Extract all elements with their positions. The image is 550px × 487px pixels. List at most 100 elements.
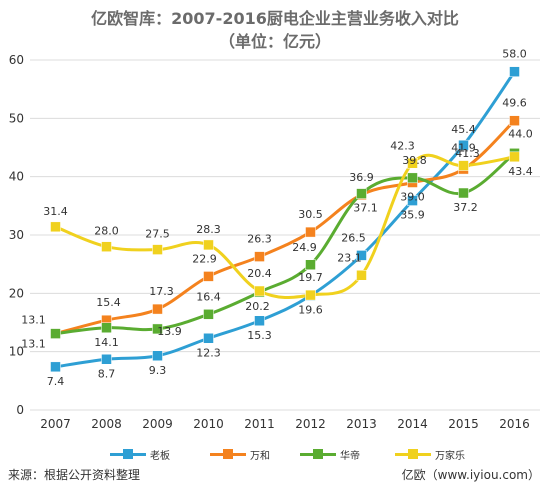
- source-note: 来源：根据公开资料整理: [8, 468, 141, 482]
- data-point: [203, 271, 214, 282]
- data-point: [101, 241, 112, 252]
- chart-title: 亿欧智库：2007-2016厨电企业主营业务收入对比: [91, 9, 459, 28]
- data-label: 20.2: [245, 300, 270, 313]
- legend: 老板 万和 华帝 万家乐: [110, 445, 490, 463]
- data-point: [152, 323, 163, 335]
- data-label: 28.0: [94, 225, 119, 238]
- series-line-2: [55, 152, 516, 336]
- x-tick-label: 2015: [448, 417, 479, 431]
- data-point: [50, 361, 61, 373]
- x-tick-label: 2012: [295, 417, 326, 431]
- series-line-0: [55, 70, 516, 369]
- data-label: 23.1: [337, 251, 362, 264]
- data-label: 49.6: [502, 97, 527, 110]
- data-label: 26.3: [247, 233, 272, 246]
- data-label: 41.3: [455, 147, 480, 160]
- legend-label: 万和: [250, 450, 270, 462]
- data-label: 31.4: [43, 205, 68, 218]
- data-label: 26.5: [341, 231, 366, 244]
- legend-item: 华帝: [300, 445, 360, 463]
- legend-swatch: [395, 448, 431, 459]
- data-label: 17.3: [149, 285, 174, 298]
- x-tick-label: 2010: [193, 417, 224, 431]
- data-label: 39.0: [400, 191, 425, 204]
- legend-item: 老板: [110, 445, 170, 463]
- series-line-3: [54, 153, 515, 299]
- chart-subtitle: （单位：亿元）: [218, 32, 331, 51]
- data-point: [203, 309, 214, 320]
- data-label: 15.3: [247, 329, 272, 342]
- data-label: 16.4: [196, 290, 221, 303]
- watermark-text: 亿欧（www.iyiou.com）: [401, 468, 540, 482]
- data-label: 37.1: [353, 202, 378, 215]
- data-point: [152, 350, 163, 361]
- data-point: [509, 66, 520, 77]
- data-label: 45.4: [451, 123, 476, 136]
- x-tick-label: 2008: [91, 417, 122, 431]
- data-point: [509, 115, 520, 126]
- data-label: 19.6: [298, 304, 323, 317]
- y-tick-label: 30: [9, 228, 24, 242]
- data-label: 9.3: [149, 364, 167, 377]
- data-label: 13.9: [157, 325, 182, 338]
- data-point: [458, 187, 469, 199]
- data-point: [458, 160, 469, 171]
- data-label: 27.5: [145, 228, 170, 241]
- x-tick-label: 2016: [499, 417, 530, 431]
- legend-swatch: [300, 448, 336, 459]
- legend-swatch: [110, 448, 146, 459]
- data-label: 22.9: [192, 252, 217, 265]
- data-point: [101, 322, 112, 333]
- data-point: [152, 244, 163, 255]
- data-point: [509, 151, 520, 163]
- data-label: 36.9: [349, 171, 374, 184]
- data-point: [50, 328, 61, 339]
- data-point: [356, 250, 367, 261]
- data-point: [101, 354, 112, 365]
- legend-label: 华帝: [340, 450, 360, 462]
- data-label: 30.5: [298, 208, 323, 221]
- data-label: 42.3: [390, 139, 415, 152]
- data-label: 28.3: [196, 223, 221, 236]
- data-point: [407, 158, 418, 169]
- data-label: 41.9: [451, 142, 476, 155]
- x-tick-label: 2011: [244, 417, 275, 431]
- data-point: [305, 289, 316, 301]
- data-label: 15.4: [96, 296, 121, 309]
- data-point: [407, 195, 418, 206]
- data-point: [152, 303, 163, 315]
- data-label: 37.2: [453, 201, 478, 214]
- legend-label: 万家乐: [435, 450, 465, 462]
- data-label: 43.4: [508, 165, 533, 178]
- data-label: 7.4: [47, 375, 65, 388]
- data-point: [458, 139, 469, 151]
- data-point: [254, 315, 265, 326]
- data-label: 58.0: [502, 48, 527, 61]
- x-tick-label: 2013: [346, 417, 377, 431]
- data-label: 19.7: [298, 271, 323, 284]
- series-line-1: [55, 119, 516, 336]
- data-point: [407, 172, 418, 184]
- legend-item: 万家乐: [395, 445, 465, 463]
- legend-swatch: [210, 448, 246, 459]
- y-tick-label: 0: [16, 403, 24, 417]
- data-label: 44.0: [508, 127, 533, 140]
- data-point: [203, 333, 214, 344]
- data-point: [203, 239, 214, 251]
- data-label: 12.3: [196, 346, 221, 359]
- x-tick-label: 2007: [40, 417, 71, 431]
- data-label: 39.8: [402, 154, 427, 167]
- y-tick-label: 60: [9, 53, 24, 67]
- data-point: [50, 221, 61, 233]
- data-point: [254, 285, 265, 297]
- y-tick-label: 40: [9, 170, 24, 184]
- y-tick-label: 10: [9, 345, 24, 359]
- x-tick-label: 2009: [142, 417, 173, 431]
- data-point: [305, 226, 316, 238]
- data-label: 24.9: [292, 241, 317, 254]
- legend-label: 老板: [150, 450, 170, 462]
- y-tick-label: 20: [9, 286, 24, 300]
- data-label: 13.1: [21, 314, 46, 327]
- legend-item: 万和: [210, 445, 270, 463]
